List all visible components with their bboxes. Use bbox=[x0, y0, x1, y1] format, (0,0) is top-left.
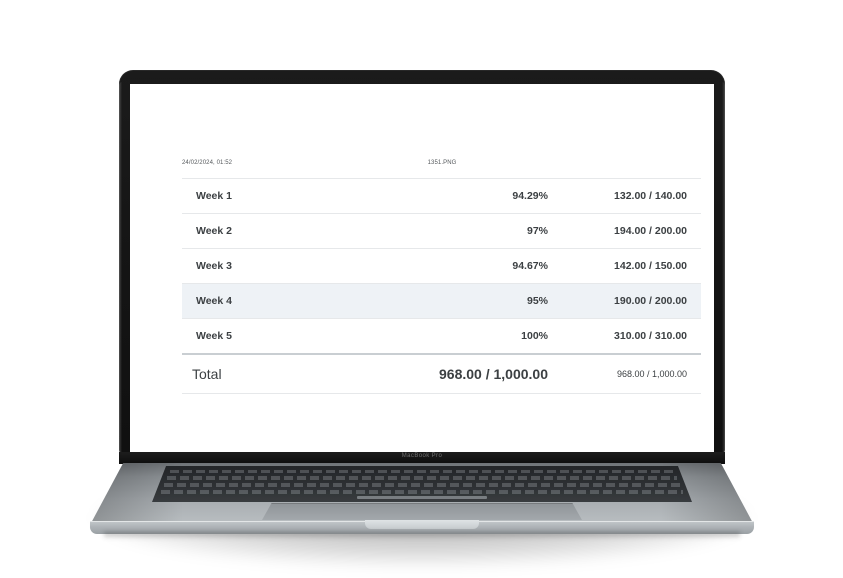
table-row[interactable]: Week 5 100% 310.00 / 310.00 bbox=[182, 318, 701, 354]
row-score: 132.00 / 140.00 bbox=[552, 178, 701, 214]
row-score: 142.00 / 150.00 bbox=[552, 248, 701, 284]
total-secondary-value: 968.00 / 1,000.00 bbox=[552, 353, 701, 394]
row-percent: 100% bbox=[397, 318, 552, 354]
keyboard-row bbox=[161, 490, 683, 494]
row-percent: 94.29% bbox=[397, 178, 552, 214]
laptop-latch-notch bbox=[364, 520, 479, 529]
laptop-screen: 24/02/2024, 01:52 1351.PNG Week 1 94.29%… bbox=[130, 84, 714, 452]
row-score: 310.00 / 310.00 bbox=[552, 318, 701, 354]
print-header-date: 24/02/2024, 01:52 bbox=[182, 160, 233, 166]
keyboard-row bbox=[164, 483, 680, 487]
laptop-bottom-bezel: MacBook Pro bbox=[119, 452, 725, 464]
weekly-score-table-body: Week 1 94.29% 132.00 / 140.00 Week 2 97%… bbox=[182, 178, 701, 394]
row-score: 190.00 / 200.00 bbox=[552, 283, 701, 319]
lid-edge-right bbox=[722, 82, 725, 454]
row-label: Week 3 bbox=[182, 248, 397, 284]
total-label: Total bbox=[182, 353, 397, 394]
row-label: Week 2 bbox=[182, 213, 397, 249]
base-bottom-shadow bbox=[104, 532, 740, 539]
laptop-keyboard bbox=[152, 466, 692, 502]
print-header-filename: 1351.PNG bbox=[427, 160, 457, 166]
row-score: 194.00 / 200.00 bbox=[552, 213, 701, 249]
table-row[interactable]: Week 3 94.67% 142.00 / 150.00 bbox=[182, 248, 701, 284]
lid-edge-left bbox=[119, 82, 122, 454]
row-percent: 94.67% bbox=[397, 248, 552, 284]
row-percent: 97% bbox=[397, 213, 552, 249]
row-label: Week 5 bbox=[182, 318, 397, 354]
keyboard-row bbox=[167, 476, 677, 480]
document-page: 24/02/2024, 01:52 1351.PNG Week 1 94.29%… bbox=[130, 84, 714, 452]
table-row-highlighted[interactable]: Week 4 95% 190.00 / 200.00 bbox=[182, 283, 701, 319]
macbook-pro-brand-label: MacBook Pro bbox=[401, 453, 443, 459]
table-total-row: Total 968.00 / 1,000.00 968.00 / 1,000.0… bbox=[182, 353, 701, 394]
weekly-score-table: Week 1 94.29% 132.00 / 140.00 Week 2 97%… bbox=[182, 178, 701, 394]
table-row[interactable]: Week 2 97% 194.00 / 200.00 bbox=[182, 213, 701, 249]
total-value: 968.00 / 1,000.00 bbox=[397, 353, 552, 394]
table-row[interactable]: Week 1 94.29% 132.00 / 140.00 bbox=[182, 178, 701, 214]
row-percent: 95% bbox=[397, 283, 552, 319]
laptop-trackpad bbox=[262, 503, 582, 520]
row-label: Week 1 bbox=[182, 178, 397, 214]
keyboard-spacebar bbox=[357, 496, 487, 499]
print-header: 24/02/2024, 01:52 1351.PNG bbox=[182, 160, 674, 172]
keyboard-row bbox=[170, 470, 674, 473]
row-label: Week 4 bbox=[182, 283, 397, 319]
